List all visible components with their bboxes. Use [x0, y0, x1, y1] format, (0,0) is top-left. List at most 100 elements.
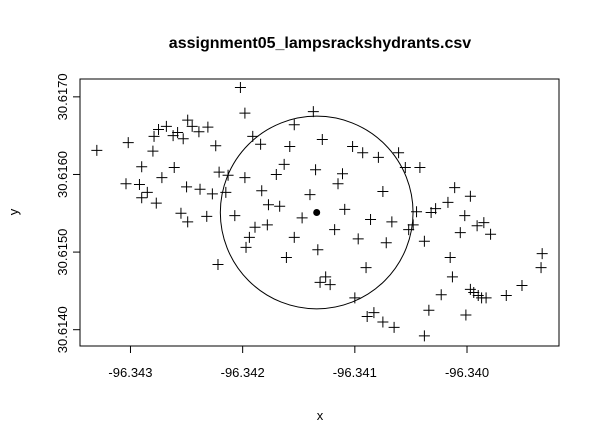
radius-circle: [219, 115, 414, 310]
point: [206, 188, 218, 200]
point: [388, 321, 400, 333]
point: [464, 190, 476, 202]
point: [449, 182, 461, 194]
point: [288, 119, 300, 131]
point: [386, 216, 398, 228]
point: [310, 164, 322, 176]
point: [468, 286, 480, 298]
point: [307, 106, 319, 118]
point: [454, 227, 466, 239]
point: [255, 138, 267, 150]
point: [377, 186, 389, 198]
point: [339, 203, 351, 215]
point: [256, 185, 268, 197]
point: [280, 252, 292, 264]
point: [536, 248, 548, 260]
point: [444, 252, 456, 264]
point: [478, 217, 490, 229]
y-axis-label: y: [6, 208, 21, 215]
point: [136, 161, 148, 173]
chart-title: assignment05_lampsrackshydrants.csv: [169, 35, 471, 52]
point: [270, 168, 282, 180]
point: [181, 181, 193, 193]
point: [316, 134, 328, 146]
point: [182, 114, 194, 126]
point: [120, 178, 132, 190]
point: [239, 172, 251, 184]
point: [407, 219, 419, 231]
point: [261, 219, 273, 231]
point: [535, 262, 547, 274]
point: [332, 178, 344, 190]
point: [160, 120, 172, 132]
point: [304, 189, 316, 201]
point: [357, 147, 369, 159]
point: [156, 172, 168, 184]
point: [212, 259, 224, 271]
point: [167, 130, 179, 142]
point: [418, 330, 430, 342]
point: [500, 290, 512, 302]
point: [329, 224, 341, 236]
point: [202, 121, 214, 133]
x-tick-label: -96.341: [333, 365, 377, 380]
point: [442, 196, 454, 208]
point: [480, 292, 492, 304]
point: [423, 304, 435, 316]
point: [234, 82, 246, 94]
point: [150, 197, 162, 209]
point: [368, 307, 380, 319]
point: [485, 228, 497, 240]
point: [403, 224, 415, 236]
point: [284, 141, 296, 153]
point: [186, 120, 198, 132]
point: [349, 292, 361, 304]
point: [243, 231, 255, 243]
y-tick-label: 30.6170: [55, 73, 70, 120]
y-tick-label: 30.6140: [55, 306, 70, 353]
point: [516, 279, 528, 291]
y-tick-label: 30.6160: [55, 151, 70, 198]
point: [288, 231, 300, 243]
point: [435, 289, 447, 301]
point: [336, 168, 348, 180]
point: [365, 213, 377, 225]
point: [296, 212, 308, 224]
x-axis-label: x: [317, 408, 324, 423]
point: [459, 210, 471, 222]
point: [430, 203, 442, 215]
point: [446, 271, 458, 283]
point: [147, 145, 159, 157]
point: [153, 123, 165, 135]
point: [122, 137, 134, 149]
point: [136, 192, 148, 204]
point: [240, 241, 252, 253]
point: [148, 130, 160, 142]
point: [141, 186, 153, 198]
y-tick-label: 30.6150: [55, 229, 70, 276]
plot-frame: [79, 78, 560, 347]
point: [278, 158, 290, 170]
point: [312, 244, 324, 256]
point: [418, 235, 430, 247]
point: [372, 151, 384, 163]
point: [360, 262, 372, 274]
point: [168, 161, 180, 173]
point: [324, 279, 336, 291]
point: [210, 140, 222, 152]
point: [193, 126, 205, 138]
point: [471, 220, 483, 232]
point: [347, 141, 359, 153]
point: [361, 311, 373, 323]
point: [352, 233, 364, 245]
point: [460, 309, 472, 321]
point: [249, 221, 261, 233]
point: [414, 161, 426, 173]
point: [393, 147, 405, 159]
point: [377, 316, 389, 328]
point: [274, 200, 286, 212]
point: [320, 271, 332, 283]
point: [194, 183, 206, 195]
point: [314, 276, 326, 288]
x-tick-label: -96.343: [108, 365, 152, 380]
